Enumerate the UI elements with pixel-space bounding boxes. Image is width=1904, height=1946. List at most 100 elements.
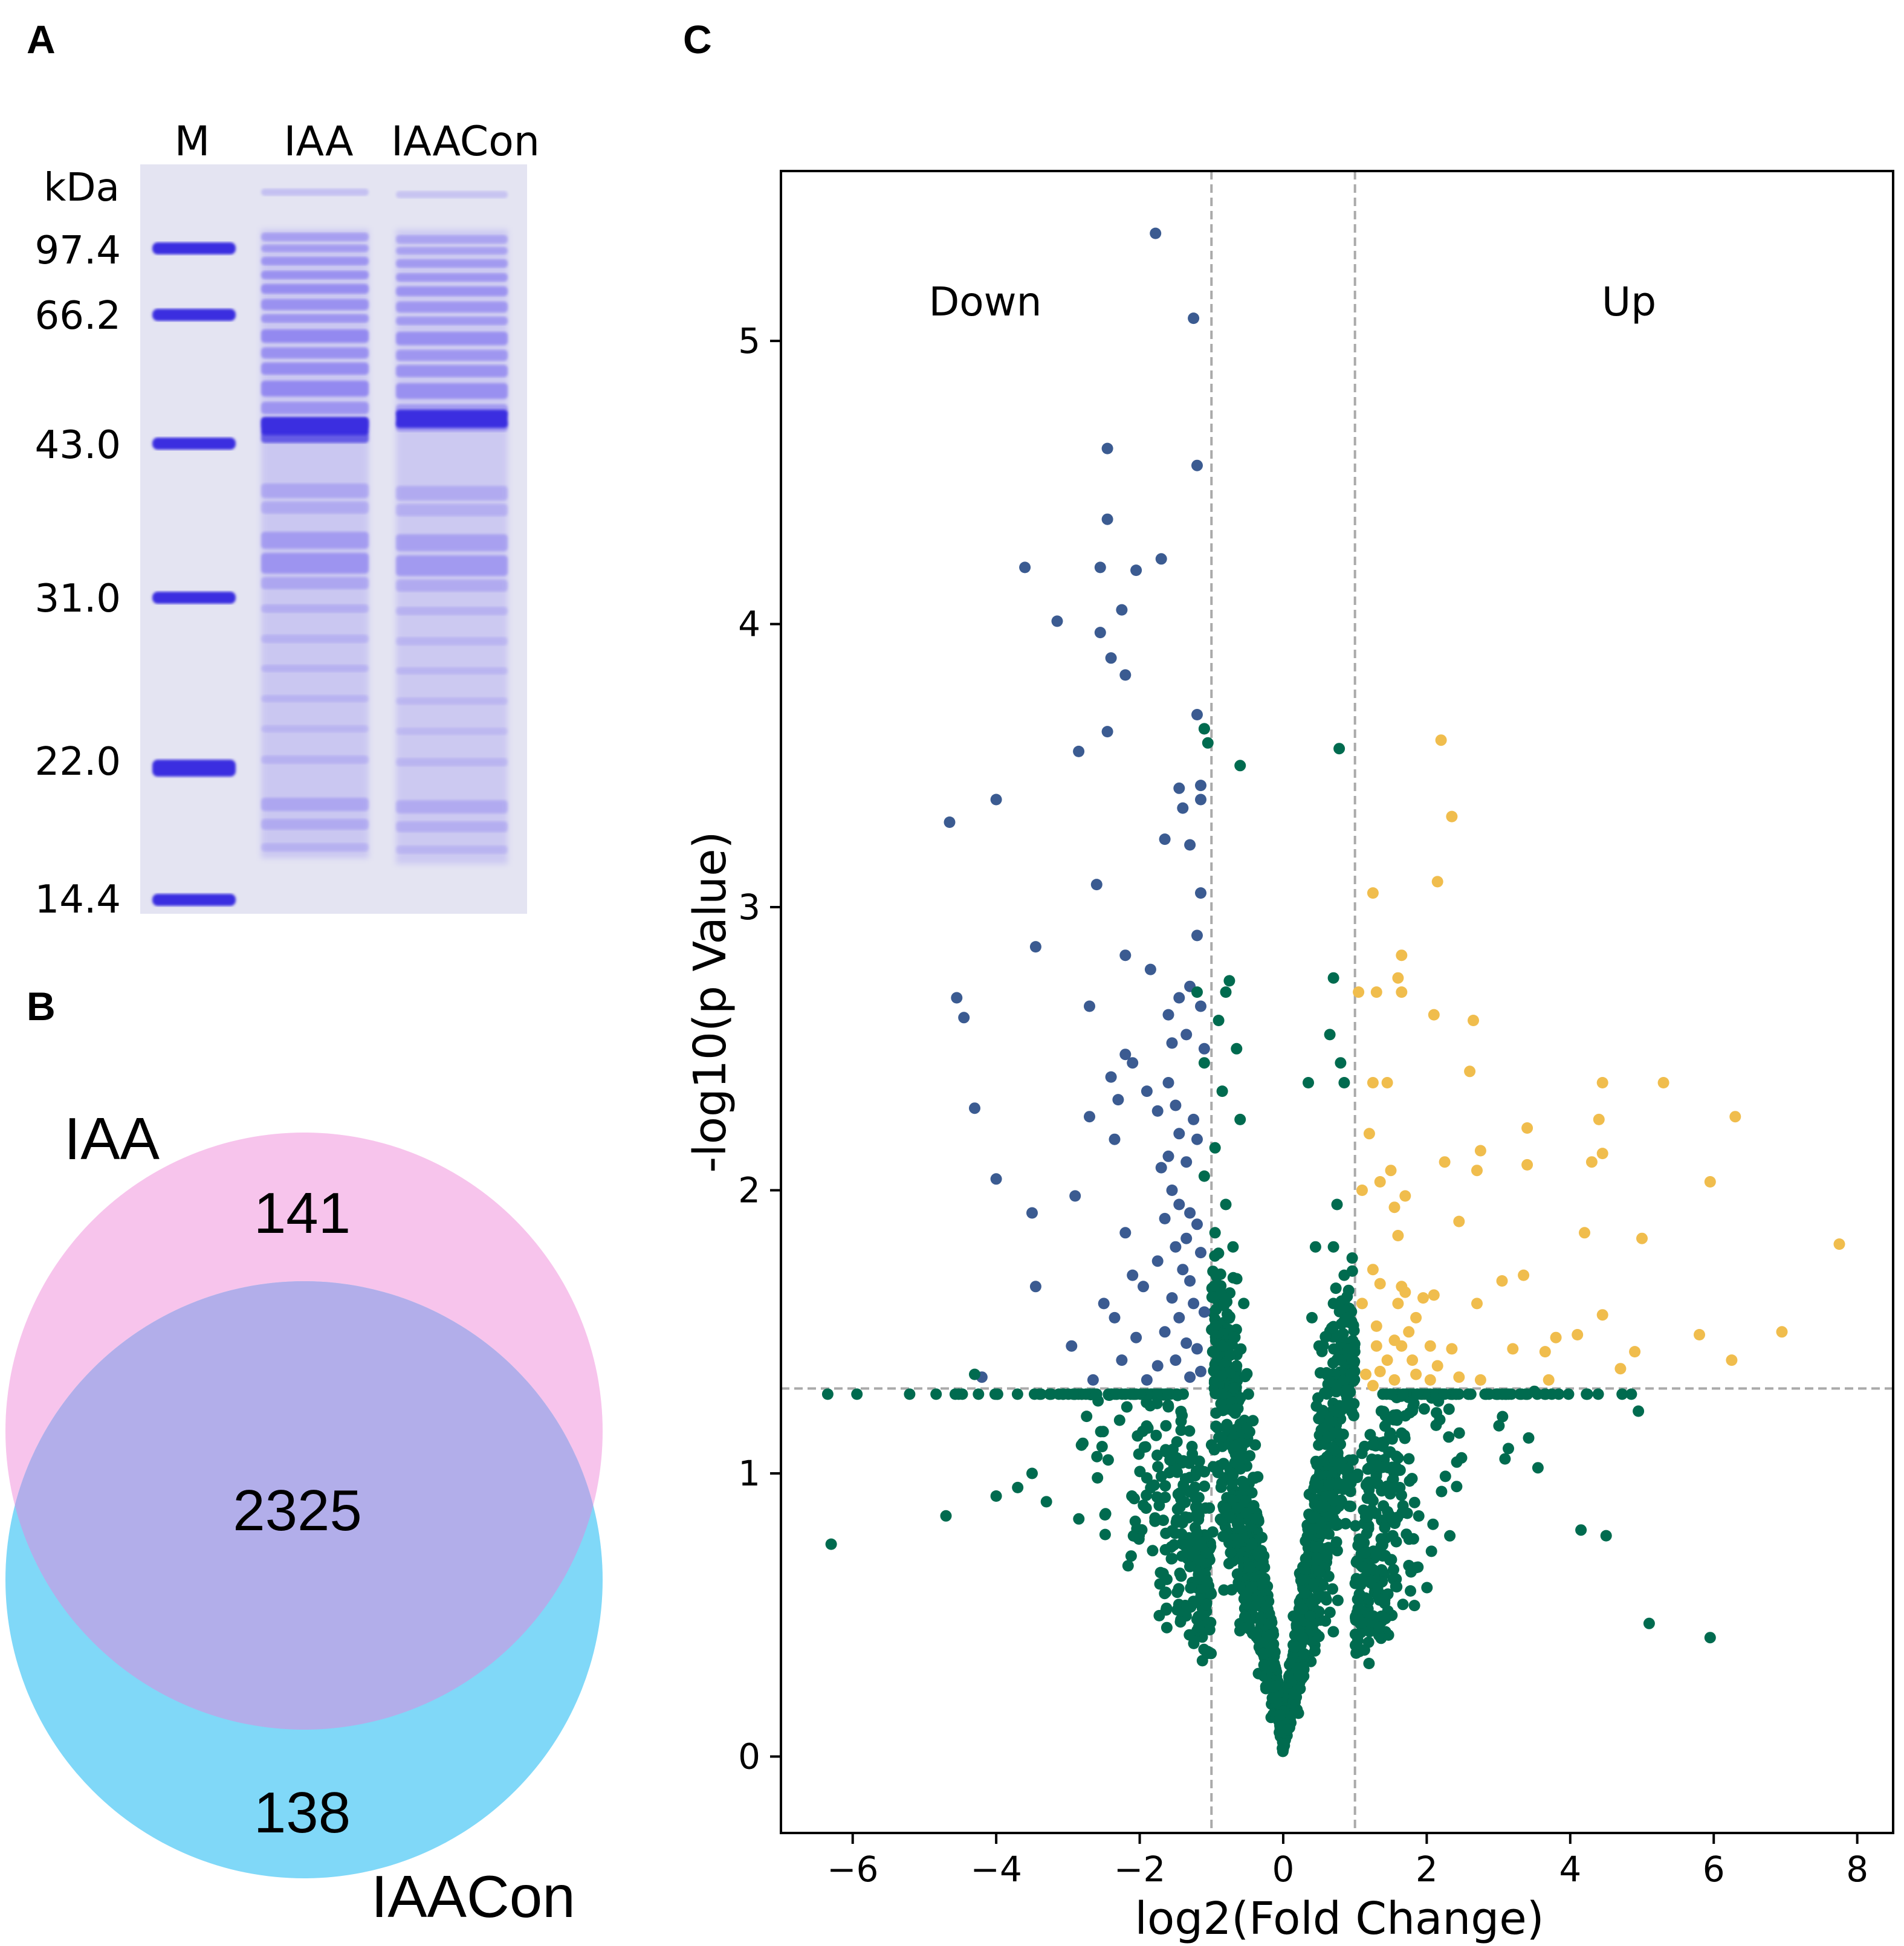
venn-panel: IAA IAACon 141 2325 138 (5, 1105, 603, 1930)
point-not-significant (1300, 1535, 1312, 1547)
point-down (1066, 1340, 1078, 1352)
point-down (1109, 1133, 1121, 1145)
gel-bands (152, 189, 508, 906)
region-label-down: Down (928, 279, 1041, 325)
panel-letter-a: A (27, 17, 56, 62)
point-not-significant (1350, 1647, 1362, 1659)
point-up (1507, 1343, 1519, 1355)
point-down (1198, 1042, 1210, 1055)
point-not-significant (1314, 1367, 1326, 1379)
point-down (1170, 1241, 1182, 1253)
point-not-significant (1328, 1343, 1340, 1355)
point-not-significant (1322, 1430, 1334, 1443)
point-not-significant (1384, 1554, 1396, 1566)
point-not-significant (1191, 1527, 1203, 1539)
point-not-significant (1246, 1537, 1258, 1550)
point-up (1579, 1227, 1590, 1239)
point-down (1180, 1337, 1193, 1349)
point-not-significant (1075, 1439, 1087, 1451)
point-down (1173, 1198, 1185, 1211)
marker-band (152, 309, 236, 321)
point-not-significant (1258, 1659, 1270, 1671)
protein-band (261, 417, 369, 435)
protein-band (261, 245, 369, 252)
point-not-significant (1217, 1405, 1229, 1417)
point-up (1424, 1340, 1436, 1352)
point-not-significant (1214, 1513, 1226, 1525)
point-up (1446, 810, 1458, 823)
y-axis-title: -log10(p Value) (684, 831, 736, 1172)
point-up (1446, 1343, 1458, 1355)
point-not-significant (1165, 1541, 1177, 1553)
point-not-significant (1223, 1311, 1235, 1324)
point-not-significant (1040, 1496, 1052, 1508)
point-not-significant (1247, 1415, 1259, 1427)
point-not-significant (1229, 1331, 1241, 1343)
point-down (1188, 312, 1200, 325)
point-up (1428, 1289, 1440, 1301)
protein-band (396, 607, 508, 615)
point-not-significant (1159, 1480, 1171, 1492)
point-not-significant (1151, 1388, 1163, 1400)
point-down (1159, 833, 1171, 845)
point-not-significant (1257, 1647, 1269, 1660)
point-not-significant (1400, 1528, 1413, 1540)
point-not-significant (1342, 1479, 1354, 1492)
point-not-significant (1202, 737, 1214, 749)
point-down (1191, 459, 1203, 471)
point-not-significant (1408, 1496, 1420, 1508)
point-not-significant (1493, 1420, 1505, 1432)
point-not-significant (1034, 1388, 1046, 1400)
point-not-significant (1224, 1511, 1236, 1524)
point-down (1177, 1264, 1189, 1276)
point-not-significant (1152, 1461, 1164, 1473)
point-not-significant (1396, 1489, 1407, 1501)
point-not-significant (1157, 1568, 1169, 1580)
point-not-significant (1231, 1360, 1243, 1372)
point-not-significant (1175, 1570, 1187, 1582)
point-not-significant (1408, 1600, 1420, 1612)
point-up (1396, 949, 1408, 962)
protein-band (396, 534, 508, 551)
point-up (1431, 876, 1443, 888)
point-not-significant (1327, 1241, 1339, 1253)
point-not-significant (1404, 1475, 1416, 1487)
point-down (1195, 887, 1206, 899)
lane-label-m: M (175, 118, 210, 166)
point-not-significant (1298, 1647, 1310, 1660)
point-not-significant (1171, 1503, 1184, 1515)
point-up (1388, 1374, 1400, 1386)
protein-band (261, 402, 369, 414)
point-up (1543, 1374, 1555, 1386)
point-not-significant (1196, 1540, 1208, 1552)
point-not-significant (1390, 1450, 1402, 1463)
point-not-significant (1224, 1350, 1236, 1362)
point-not-significant (1324, 1606, 1336, 1618)
point-not-significant (1274, 1709, 1286, 1721)
point-not-significant (1321, 1549, 1333, 1560)
point-not-significant (1288, 1688, 1300, 1700)
point-up (1403, 1326, 1415, 1338)
point-not-significant (1346, 1252, 1358, 1264)
point-not-significant (1480, 1388, 1492, 1400)
point-not-significant (1240, 1507, 1252, 1519)
point-not-significant (1313, 1412, 1325, 1424)
point-not-significant (1241, 1422, 1253, 1434)
point-down (1151, 1255, 1164, 1267)
point-not-significant (1132, 1430, 1144, 1442)
point-down (1180, 1232, 1193, 1244)
x-tick-label: −2 (1114, 1849, 1166, 1890)
protein-band (261, 381, 369, 396)
point-up (1353, 986, 1365, 998)
protein-band (261, 271, 369, 279)
point-not-significant (1359, 1547, 1371, 1559)
protein-band (396, 728, 508, 735)
point-not-significant (1385, 1388, 1397, 1400)
point-not-significant (1263, 1618, 1275, 1630)
protein-band (396, 235, 508, 244)
point-down (1141, 1374, 1153, 1386)
point-not-significant (1295, 1574, 1307, 1586)
point-not-significant (1354, 1603, 1366, 1615)
protein-band (261, 665, 369, 672)
point-down (1151, 1105, 1164, 1117)
